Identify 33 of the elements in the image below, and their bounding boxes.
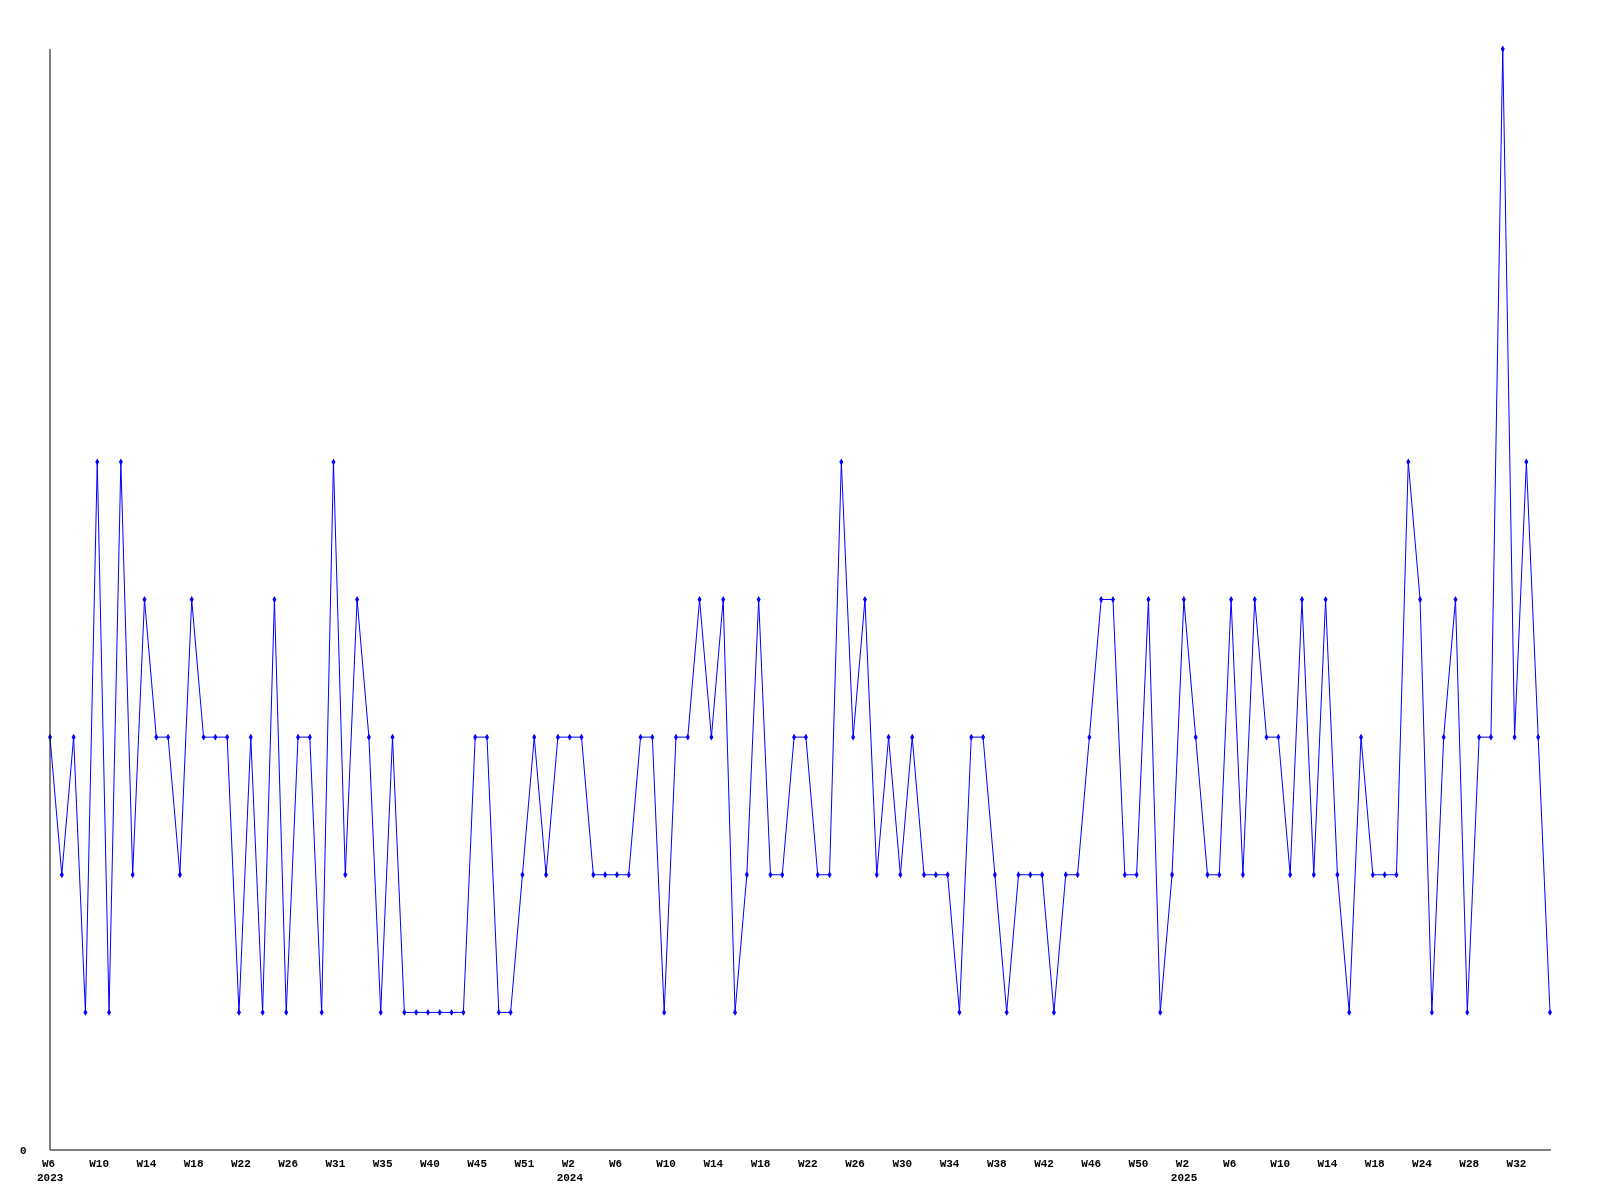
x-tick-label: W30 <box>892 1158 913 1170</box>
x-tick-label: W50 <box>1128 1158 1149 1170</box>
x-tick-label: W46 <box>1081 1158 1102 1170</box>
x-tick-label: W10 <box>89 1158 110 1170</box>
x-tick-label: W18 <box>750 1158 771 1170</box>
x-tick-label: W28 <box>1459 1158 1480 1170</box>
x-tick-label: W26 <box>845 1158 865 1170</box>
x-tick-label: W6 2023 <box>37 1158 64 1184</box>
x-tick-label: W6 <box>1223 1158 1237 1170</box>
x-tick-label: W34 <box>939 1158 960 1170</box>
x-tick-label: W31 <box>325 1158 346 1170</box>
x-tick-label: W2 2024 <box>556 1158 584 1184</box>
x-tick-label: W14 <box>703 1158 724 1170</box>
x-tick-label: W24 <box>1412 1158 1433 1170</box>
x-tick-label: W51 <box>514 1158 535 1170</box>
x-tick-label: W38 <box>986 1158 1008 1170</box>
x-tick-label: W26 <box>278 1158 299 1170</box>
x-tick-label: W2 2025 <box>1170 1158 1198 1184</box>
x-tick-label: W14 <box>1317 1158 1338 1170</box>
x-tick-label: W18 <box>1364 1158 1386 1170</box>
x-tick-label: W35 <box>372 1158 393 1170</box>
x-tick-label: W32 <box>1506 1158 1527 1170</box>
x-tick-label: W45 <box>467 1158 488 1170</box>
text: 0 <box>20 1145 27 1157</box>
x-tick-label: W10 <box>1270 1158 1291 1170</box>
x-tick-label: W40 <box>419 1158 440 1170</box>
x-tick-label: W6 <box>608 1158 623 1170</box>
x-tick-label: W22 <box>797 1158 818 1170</box>
x-tick-label: W42 <box>1034 1158 1054 1170</box>
x-tick-label: W14 <box>136 1158 157 1170</box>
x-tick-label: W22 <box>230 1158 251 1170</box>
x-tick-label: W18 <box>183 1158 204 1170</box>
x-tick-label: W10 <box>656 1158 676 1170</box>
